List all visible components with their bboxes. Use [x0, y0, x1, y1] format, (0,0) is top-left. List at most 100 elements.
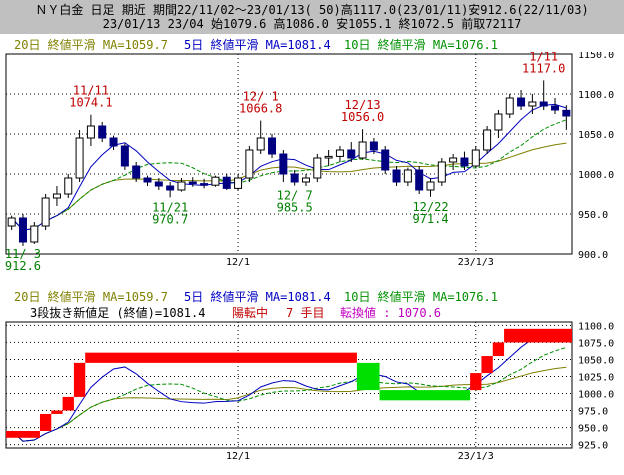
candle-body — [41, 197, 50, 227]
candle-body — [313, 157, 322, 179]
candle-body — [132, 165, 141, 179]
tlb-brick — [504, 328, 572, 343]
annotation-price: 1074.1 — [69, 96, 112, 110]
price-y-tick-label: 950.0 — [578, 210, 608, 221]
candle-body — [75, 137, 84, 179]
candle-body — [177, 181, 186, 191]
candle-body — [381, 149, 390, 171]
candle-body — [234, 177, 243, 189]
candle-body — [392, 169, 401, 183]
legend-reversal: 転換値 : 1070.6 — [340, 306, 442, 320]
tlb-brick — [85, 352, 357, 363]
candle-body — [30, 225, 39, 243]
candle-body — [562, 109, 571, 117]
legend-count: 7 手目 — [286, 306, 325, 320]
candle-body — [211, 176, 220, 186]
candle-body — [494, 113, 503, 131]
tlb-brick — [62, 396, 74, 411]
legend-three-line-break: 3段抜き新値足 (終値)=1081.4 — [30, 306, 206, 320]
annotation-date: 11/ 3 — [5, 247, 41, 261]
candle-body — [449, 157, 458, 163]
price-y-tick-label: 1100.0 — [578, 90, 614, 101]
header-line-2: 23/01/13 23/04 始1079.6 高1086.0 安1055.1 終… — [102, 17, 522, 31]
tlb-brick — [356, 362, 380, 391]
tlb-y-tick-label: 1025.0 — [578, 372, 614, 383]
tlb-brick — [492, 342, 505, 357]
candle-body — [143, 177, 152, 183]
tlb-x-tick-label: 23/1/3 — [458, 451, 494, 462]
tlb-y-tick-label: 1050.0 — [578, 355, 614, 366]
candle-body — [86, 125, 95, 139]
annotation-date: 12/ 1 — [243, 90, 279, 104]
candle-body — [517, 97, 526, 107]
annotation-date: 1/11 — [529, 52, 558, 63]
tlb-y-tick-label: 1075.0 — [578, 338, 614, 349]
candle-body — [460, 157, 469, 167]
candle-body — [301, 177, 310, 183]
tlb-y-tick-label: 925.0 — [578, 441, 608, 452]
candle-body — [279, 153, 288, 175]
price-x-tick-label: 23/1/3 — [458, 257, 494, 268]
candle-body — [437, 161, 446, 183]
annotation-price: 1066.8 — [239, 102, 282, 116]
candle-body — [154, 181, 163, 187]
candle-body — [347, 149, 356, 159]
candle-body — [188, 181, 197, 185]
annotation-date: 12/13 — [345, 98, 381, 112]
tlb-y-tick-label: 1000.0 — [578, 390, 614, 401]
candle-body — [483, 129, 492, 151]
tlb-brick — [73, 362, 86, 397]
annotation-date: 11/11 — [73, 84, 109, 98]
price-y-tick-label: 1150.0 — [578, 52, 614, 61]
annotation-price: 1117.0 — [522, 61, 565, 75]
annotation-price: 1056.0 — [341, 110, 384, 124]
tlb-brick — [379, 390, 471, 401]
price-y-tick-label: 900.0 — [578, 250, 608, 261]
candle-body — [528, 101, 537, 107]
annotation-price: 912.6 — [5, 259, 41, 272]
tlb-brick — [6, 430, 40, 438]
candle-body — [369, 141, 378, 151]
tlb-brick — [39, 413, 52, 431]
candle-body — [64, 177, 73, 195]
candle-body — [335, 149, 344, 157]
candle-body — [7, 217, 16, 227]
candle-body — [403, 169, 412, 183]
tlb-y-tick-label: 975.0 — [578, 407, 608, 418]
legend-ma10: 10日 終値平滑 MA=1076.1 — [344, 38, 498, 52]
tlb-y-tick-label: 950.0 — [578, 424, 608, 435]
candle-body — [98, 125, 107, 139]
candle-body — [200, 183, 209, 186]
candle-body — [109, 137, 118, 147]
candle-body — [268, 137, 277, 155]
three-line-break-chart: 925.0 950.0 975.0 1000.0 1025.0 1050.0 1075.0 1… — [5, 321, 614, 462]
tlb-y-tick-label: 1100.0 — [578, 321, 614, 332]
annotation-price: 971.4 — [412, 212, 448, 226]
candle-body — [290, 173, 299, 183]
tlb-brick — [470, 373, 482, 391]
chart-header: ＮＹ白金 日足 期近 期間22/11/02～23/01/13( 50)高1117… — [0, 0, 624, 34]
annotation-date: 12/22 — [412, 200, 448, 214]
price-y-tick-label: 1000.0 — [578, 170, 614, 181]
tlb-brick — [51, 410, 63, 414]
candle-body — [415, 169, 424, 191]
tlb-plot-frame — [5, 321, 573, 449]
candle-body — [245, 149, 254, 179]
candle-body — [551, 105, 560, 111]
legend-ma5: 5日 終値平滑 MA=1081.4 — [184, 38, 331, 52]
legend-trend: 陽転中 — [232, 306, 269, 320]
tlb-brick — [481, 356, 493, 374]
header-line-1: ＮＹ白金 日足 期近 期間22/11/02～23/01/13( 50)高1117… — [35, 3, 589, 17]
annotation-price: 985.5 — [277, 201, 313, 215]
annotation-price: 970.7 — [152, 212, 188, 226]
candle-body — [222, 176, 231, 189]
legend-ma20-lower: 20日 終値平滑 MA=1059.7 — [14, 290, 168, 304]
candle-body — [256, 137, 265, 151]
legend-ma10-lower: 10日 終値平滑 MA=1076.1 — [344, 290, 498, 304]
candle-body — [505, 97, 514, 115]
candle-body — [52, 193, 61, 199]
candle-body — [18, 217, 27, 243]
candle-body — [120, 145, 129, 167]
candle-body — [358, 141, 367, 159]
candle-body — [324, 155, 333, 159]
